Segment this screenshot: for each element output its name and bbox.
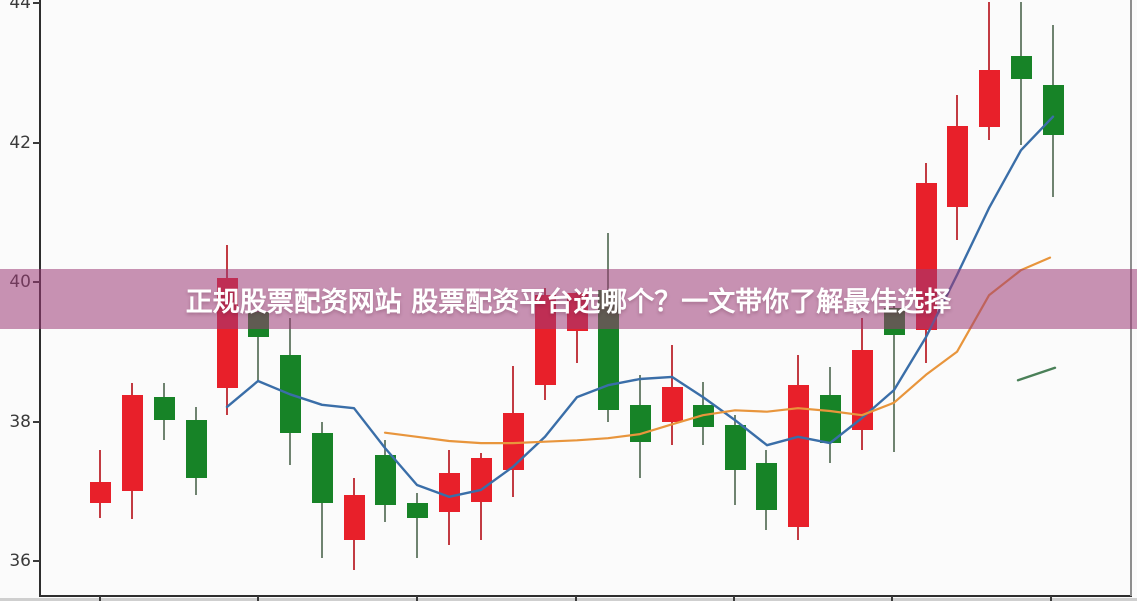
y-tick-label: 38	[9, 411, 31, 432]
candle-body	[185, 420, 207, 478]
candle-body	[978, 69, 1000, 128]
candle-body	[311, 432, 333, 504]
x-tick-mark	[575, 596, 577, 601]
candle-body	[121, 394, 143, 492]
y-tick-label: 36	[9, 551, 31, 571]
candle-body	[406, 503, 428, 518]
ma-segment-green	[1016, 366, 1057, 382]
y-tick-label: 42	[9, 132, 31, 153]
y-tick-mark	[33, 2, 40, 4]
candle-wick	[893, 305, 895, 453]
candle-body	[153, 397, 175, 421]
candle-body	[661, 387, 683, 423]
x-tick-mark	[99, 596, 101, 601]
candle-body	[343, 494, 365, 541]
y-tick-mark	[33, 141, 40, 144]
candle-body	[724, 424, 746, 471]
candle-wick	[416, 493, 418, 559]
headline-banner: 正规股票配资网站 股票配资平台选哪个？一文带你了解最佳选择	[0, 269, 1137, 329]
candle-body	[502, 413, 524, 471]
candle-body	[1010, 56, 1032, 80]
x-axis-spine	[39, 595, 1132, 597]
x-tick-mark	[1050, 596, 1052, 601]
candle-body	[851, 349, 873, 430]
y-tick-mark	[33, 420, 40, 423]
x-tick-mark	[257, 596, 259, 601]
candle-body	[819, 394, 841, 444]
headline-text: 正规股票配资网站 股票配资平台选哪个？一文带你了解最佳选择	[185, 286, 952, 318]
x-tick-mark	[733, 596, 735, 601]
candle-body	[946, 125, 968, 207]
candle-body	[438, 473, 460, 513]
ma-short-blue	[225, 115, 1055, 498]
x-tick-mark	[891, 596, 893, 601]
bottom-edge-band	[0, 598, 1137, 601]
y-tick-label: 44	[9, 0, 31, 13]
ma-long-orange	[383, 256, 1052, 445]
candle-body	[755, 462, 777, 511]
candle-body	[374, 454, 396, 506]
candle-wick	[257, 305, 259, 382]
candle-body	[787, 385, 809, 527]
candle-body	[89, 482, 111, 504]
y-tick-mark	[33, 560, 40, 562]
x-tick-mark	[416, 596, 418, 601]
